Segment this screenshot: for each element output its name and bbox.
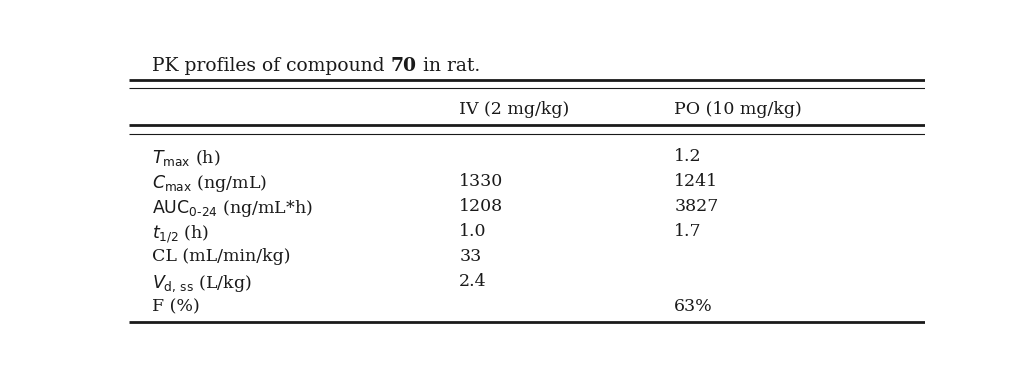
Text: 63%: 63% — [674, 298, 713, 315]
Text: 1.0: 1.0 — [460, 223, 486, 240]
Text: 70: 70 — [391, 57, 417, 75]
Text: $V_{\mathrm{d,\,ss}}$ (L/kg): $V_{\mathrm{d,\,ss}}$ (L/kg) — [152, 273, 252, 294]
Text: $t_{1/2}$ (h): $t_{1/2}$ (h) — [152, 223, 210, 245]
Text: $\mathrm{AUC}_{0\text{-}24}$ (ng/mL*h): $\mathrm{AUC}_{0\text{-}24}$ (ng/mL*h) — [152, 198, 314, 219]
Text: $C_{\mathrm{max}}$ (ng/mL): $C_{\mathrm{max}}$ (ng/mL) — [152, 173, 267, 194]
Text: 33: 33 — [460, 248, 481, 265]
Text: in rat.: in rat. — [417, 57, 480, 75]
Text: 1241: 1241 — [674, 173, 719, 190]
Text: PK profiles of compound: PK profiles of compound — [152, 57, 391, 75]
Text: 3827: 3827 — [674, 198, 719, 215]
Text: 2.4: 2.4 — [460, 273, 486, 290]
Text: 1.7: 1.7 — [674, 223, 702, 240]
Text: PO (10 mg/kg): PO (10 mg/kg) — [674, 101, 802, 118]
Text: 1.2: 1.2 — [674, 148, 702, 165]
Text: IV (2 mg/kg): IV (2 mg/kg) — [460, 101, 570, 118]
Text: 1330: 1330 — [460, 173, 504, 190]
Text: 1208: 1208 — [460, 198, 504, 215]
Text: CL (mL/min/kg): CL (mL/min/kg) — [152, 248, 291, 265]
Text: F (%): F (%) — [152, 298, 200, 315]
Text: $T_{\mathrm{max}}$ (h): $T_{\mathrm{max}}$ (h) — [152, 148, 221, 168]
